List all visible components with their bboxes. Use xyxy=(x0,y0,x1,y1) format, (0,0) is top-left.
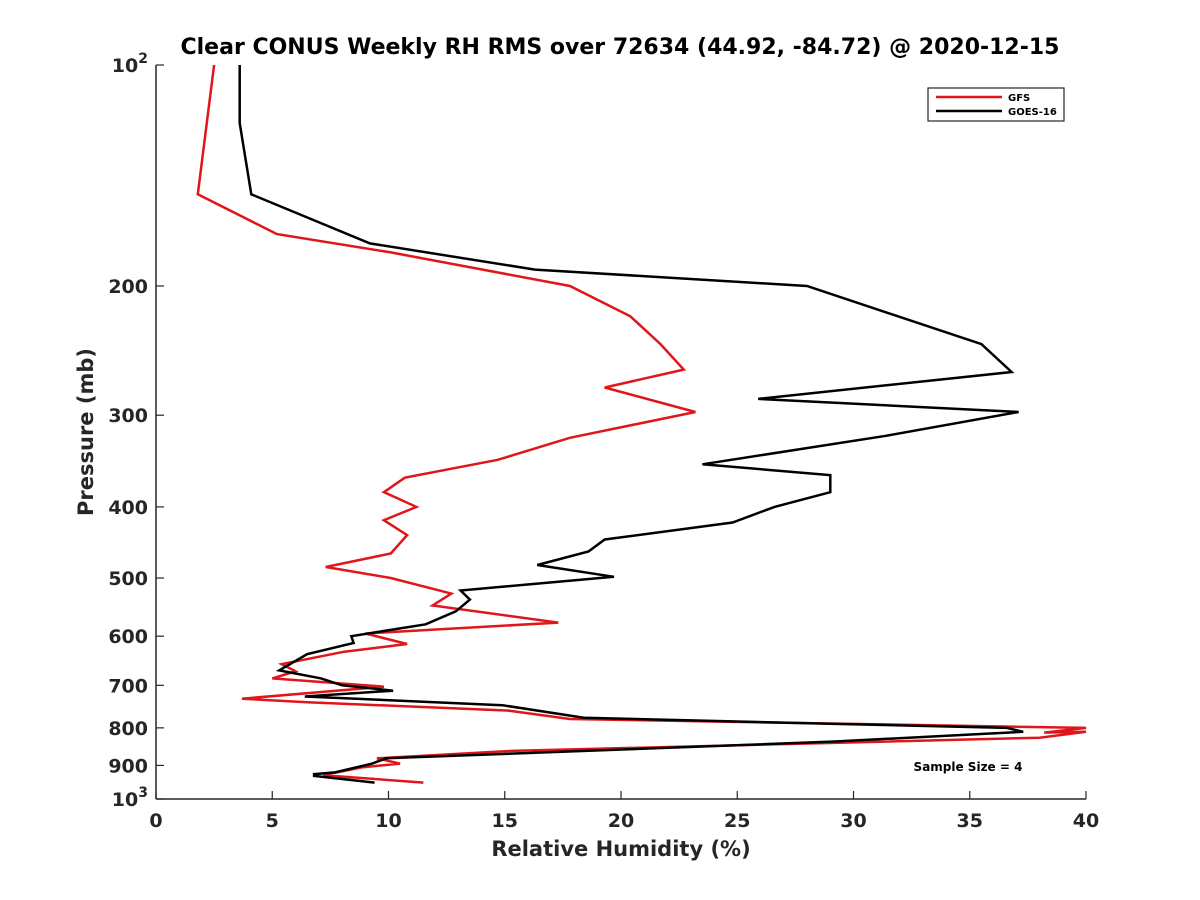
y-tick-label-base: 800 xyxy=(108,718,148,740)
x-tick-label: 40 xyxy=(1073,810,1099,832)
y-tick-label-base: 400 xyxy=(108,497,148,519)
legend-label-goes16: GOES-16 xyxy=(1008,107,1057,118)
series-line-goes16 xyxy=(238,65,1024,784)
x-tick-label: 35 xyxy=(957,810,983,832)
x-tick-label: 20 xyxy=(608,810,634,832)
legend-label-gfs: GFS xyxy=(1008,93,1030,104)
legend-box xyxy=(927,87,1065,122)
x-tick-label: 15 xyxy=(492,810,518,832)
y-tick-label-base: 200 xyxy=(108,276,148,298)
y-tick-label: 102 xyxy=(112,51,148,77)
series-group xyxy=(196,64,1087,784)
y-tick-label-exponent: 3 xyxy=(138,785,148,801)
x-tick-label: 30 xyxy=(840,810,866,832)
y-tick-label: 700 xyxy=(108,675,148,697)
y-axis-label: Pressure (mb) xyxy=(74,348,98,516)
y-tick-label-exponent: 2 xyxy=(138,51,148,67)
x-ticks: 0 5 10 15 20 25 30 35 40 xyxy=(149,791,1099,832)
y-tick-label: 400 xyxy=(108,497,148,519)
x-tick-label: 5 xyxy=(266,810,279,832)
y-tick-label: 600 xyxy=(108,626,148,648)
x-tick-label: 10 xyxy=(375,810,401,832)
y-tick-label: 200 xyxy=(108,276,148,298)
y-tick-label-base: 700 xyxy=(108,675,148,697)
series-line-gfs xyxy=(196,64,1087,784)
y-tick-label: 103 xyxy=(112,785,148,811)
legend: GFS GOES-16 xyxy=(927,87,1065,122)
y-tick-label: 800 xyxy=(108,718,148,740)
y-tick-label-base: 600 xyxy=(108,626,148,648)
y-tick-label-base: 900 xyxy=(108,755,148,777)
x-tick-label: 25 xyxy=(724,810,750,832)
x-axis-label: Relative Humidity (%) xyxy=(491,837,750,861)
sample-size-annotation: Sample Size = 4 xyxy=(914,760,1023,774)
y-tick-label-base: 300 xyxy=(108,405,148,427)
y-tick-label-base: 500 xyxy=(108,568,148,590)
y-tick-label-base: 10 xyxy=(112,789,138,811)
chart-title: Clear CONUS Weekly RH RMS over 72634 (44… xyxy=(181,35,1060,60)
x-tick-label: 0 xyxy=(149,810,162,832)
y-tick-label: 900 xyxy=(108,755,148,777)
y-tick-label: 300 xyxy=(108,405,148,427)
y-tick-label: 500 xyxy=(108,568,148,590)
y-tick-label-base: 10 xyxy=(112,55,138,77)
